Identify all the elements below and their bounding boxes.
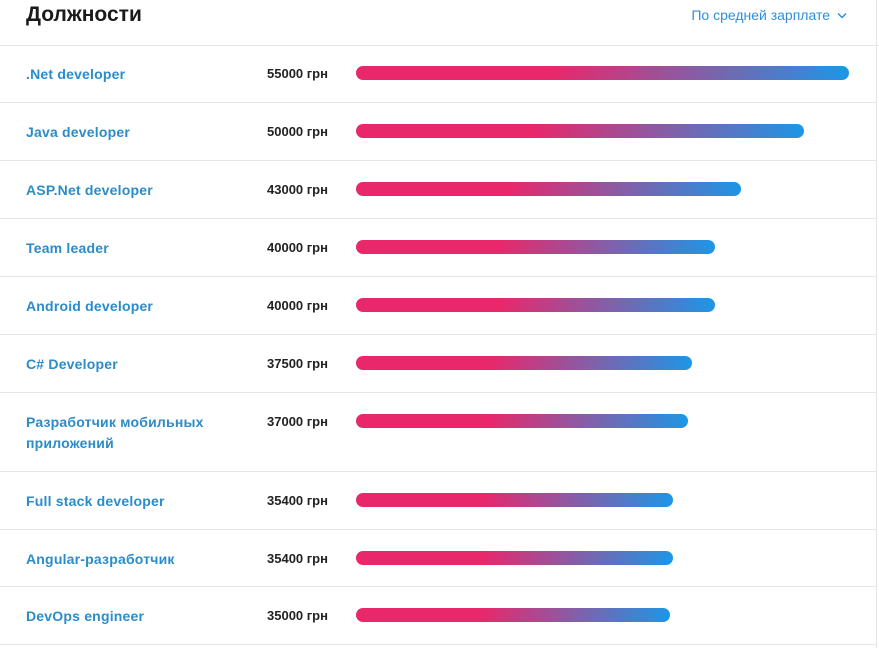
chart-row: Team leader 40000 грн	[0, 219, 876, 277]
page-title: Должности	[26, 3, 142, 26]
salary-chart: .Net developer 55000 грн Java developer 500…	[0, 45, 876, 645]
salary-value: 43000 грн	[267, 182, 328, 197]
job-title-link[interactable]: ASP.Net developer	[26, 182, 153, 198]
salary-bar	[356, 182, 741, 196]
salary-bar	[356, 493, 673, 507]
salary-bar	[356, 240, 715, 254]
salary-bar	[356, 551, 673, 565]
chart-row: Разработчик мобильных приложений 37000 гр…	[0, 393, 876, 472]
job-title-link[interactable]: Java developer	[26, 124, 130, 140]
job-title-link[interactable]: Team leader	[26, 240, 109, 256]
job-title-link[interactable]: .Net developer	[26, 66, 126, 82]
chart-row: Android developer 40000 грн	[0, 277, 876, 335]
divider	[876, 0, 877, 648]
job-title-link[interactable]: Full stack developer	[26, 493, 165, 509]
salary-value: 35400 грн	[267, 551, 328, 566]
salary-value: 35400 грн	[267, 493, 328, 508]
salary-bar	[356, 66, 849, 80]
salary-bar	[356, 414, 688, 428]
salary-bar	[356, 124, 804, 138]
job-title-link[interactable]: C# Developer	[26, 356, 118, 372]
job-title-link[interactable]: Angular-разработчик	[26, 551, 175, 567]
salary-value: 37000 грн	[267, 414, 328, 429]
salary-value: 37500 грн	[267, 356, 328, 371]
sort-dropdown[interactable]: По средней зарплате	[691, 7, 847, 23]
salary-value: 55000 грн	[267, 66, 328, 81]
job-title-link[interactable]: Android developer	[26, 298, 154, 314]
chevron-down-icon	[837, 12, 847, 19]
job-title-link[interactable]: DevOps engineer	[26, 608, 145, 624]
salary-value: 50000 грн	[267, 124, 328, 139]
chart-row: ASP.Net developer 43000 грн	[0, 161, 876, 219]
salary-value: 40000 грн	[267, 298, 328, 313]
chart-row: .Net developer 55000 грн	[0, 45, 876, 103]
chart-row: Full stack developer 35400 грн	[0, 472, 876, 530]
salary-value: 35000 грн	[267, 608, 328, 623]
salary-value: 40000 грн	[267, 240, 328, 255]
chart-row: Angular-разработчик 35400 грн	[0, 530, 876, 587]
sort-label: По средней зарплате	[691, 7, 830, 23]
salary-bar	[356, 356, 692, 370]
header: Должности По средней зарплате	[0, 0, 879, 46]
chart-row: Java developer 50000 грн	[0, 103, 876, 161]
job-title-link[interactable]: Разработчик мобильных приложений	[26, 414, 204, 451]
salary-bar	[356, 298, 715, 312]
chart-row: C# Developer 37500 грн	[0, 335, 876, 393]
salary-bar	[356, 608, 670, 622]
chart-row: DevOps engineer 35000 грн	[0, 587, 876, 645]
